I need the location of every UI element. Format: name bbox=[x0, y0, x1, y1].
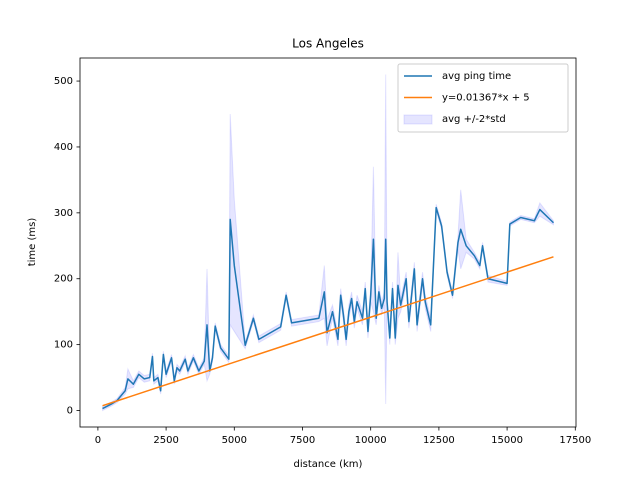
legend-label: y=0.01367*x + 5 bbox=[442, 93, 530, 104]
x-tick-label: 17500 bbox=[559, 435, 591, 446]
y-tick-label: 500 bbox=[54, 76, 73, 87]
legend-label: avg ping time bbox=[442, 71, 511, 82]
y-tick-label: 0 bbox=[67, 406, 73, 417]
x-tick-label: 0 bbox=[95, 435, 101, 446]
x-tick-label: 5000 bbox=[222, 435, 247, 446]
x-tick-label: 15000 bbox=[491, 435, 523, 446]
x-tick-label: 7500 bbox=[290, 435, 315, 446]
x-tick-label: 12500 bbox=[423, 435, 455, 446]
x-tick-label: 10000 bbox=[355, 435, 387, 446]
legend-swatch bbox=[403, 114, 433, 125]
x-tick-label: 2500 bbox=[153, 435, 178, 446]
x-axis-label: distance (km) bbox=[294, 459, 363, 470]
y-tick-label: 300 bbox=[54, 208, 73, 219]
chart-title: Los Angeles bbox=[292, 37, 364, 51]
legend-label: avg +/-2*std bbox=[442, 114, 506, 125]
y-tick-label: 100 bbox=[54, 340, 73, 351]
legend-box bbox=[397, 63, 569, 133]
axes-frame bbox=[79, 57, 577, 428]
series-line bbox=[102, 256, 554, 407]
y-tick-label: 200 bbox=[54, 274, 73, 285]
y-tick-label: 400 bbox=[54, 142, 73, 153]
series-line bbox=[102, 206, 554, 410]
y-axis-label: time (ms) bbox=[27, 218, 38, 267]
